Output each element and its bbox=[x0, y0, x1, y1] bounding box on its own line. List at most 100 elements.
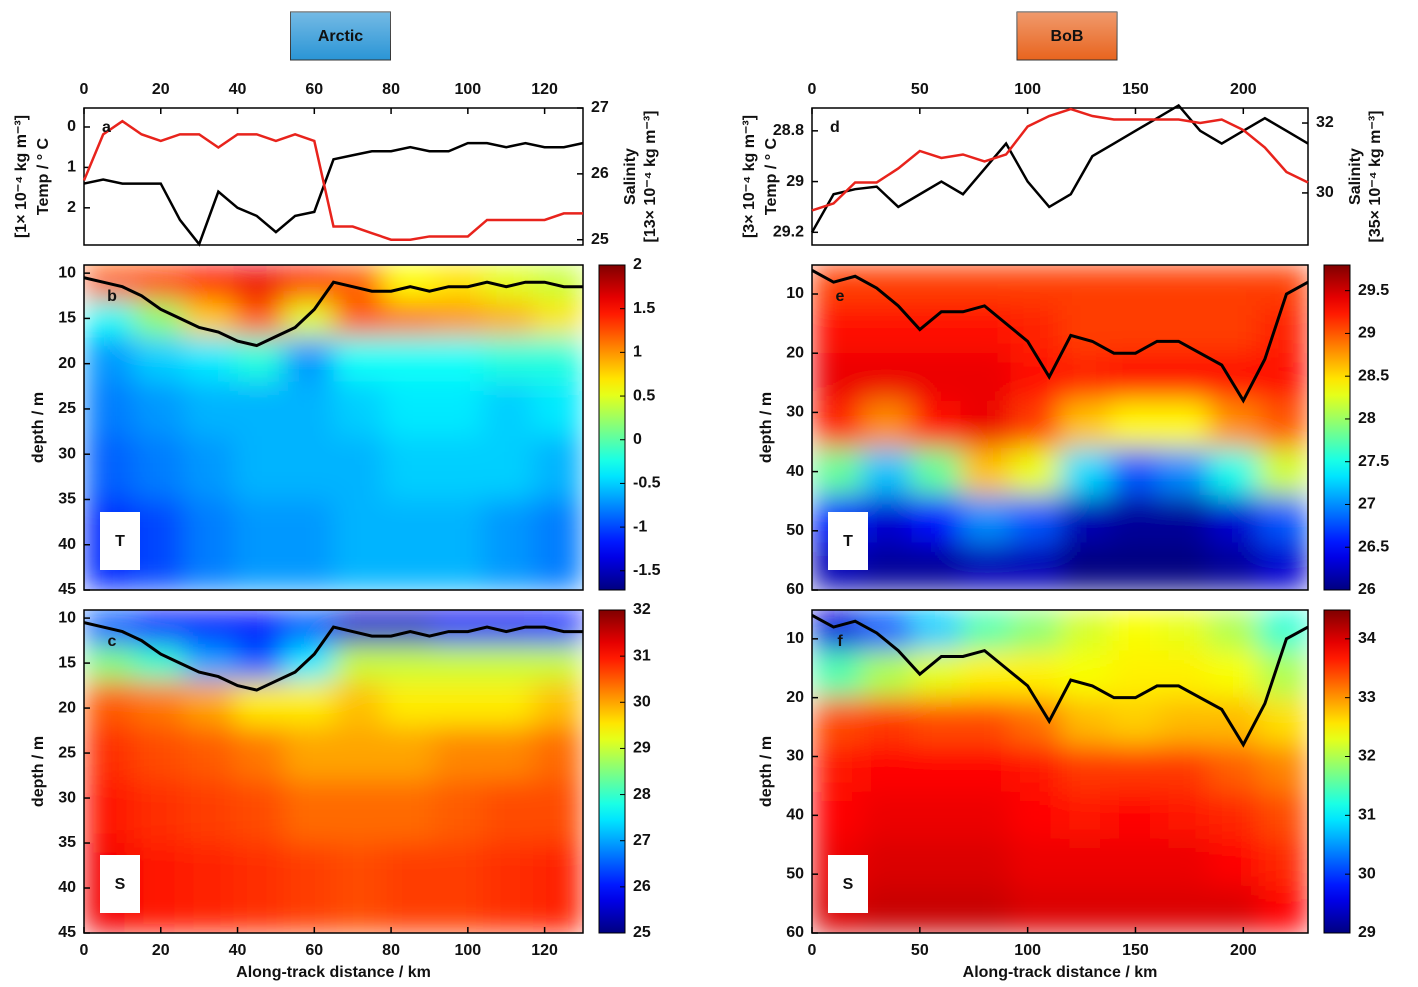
heatmap-cell bbox=[533, 381, 583, 437]
heatmap-cell bbox=[812, 400, 863, 449]
heatmap-cell bbox=[133, 645, 185, 682]
y-axis-label: Temp / ° C bbox=[763, 137, 780, 215]
y-axis-label: depth / m bbox=[758, 736, 775, 807]
y-axis-label: depth / m bbox=[758, 392, 775, 463]
x-tick-label: 0 bbox=[80, 81, 89, 98]
x-tick-label: 100 bbox=[454, 81, 481, 98]
heatmap-cell bbox=[84, 381, 135, 437]
heatmap-cell bbox=[283, 843, 334, 933]
y2-tick-label: 26 bbox=[591, 165, 609, 182]
heatmap-cell bbox=[483, 381, 534, 437]
panel-tag: S bbox=[115, 876, 126, 893]
x-tick-label: 120 bbox=[531, 942, 558, 959]
heatmap-cell bbox=[383, 300, 434, 338]
colorbar-tick-label: 32 bbox=[633, 601, 651, 618]
heatmap-cell bbox=[233, 381, 285, 437]
heatmap-cell bbox=[1258, 495, 1308, 544]
colorbar-tick-label: 26 bbox=[633, 878, 651, 895]
heatmap-cell bbox=[861, 697, 912, 746]
y2-axis-unit: [35× 10⁻⁴ kg m⁻³] bbox=[1367, 111, 1384, 243]
y2-tick-label: 30 bbox=[1316, 184, 1334, 201]
heatmap-cell bbox=[133, 499, 185, 590]
colorbar-tick-label: -1 bbox=[633, 518, 647, 535]
heatmap-cell bbox=[1208, 650, 1259, 699]
colorbar-tick-label: -1.5 bbox=[633, 562, 661, 579]
heatmap-cell bbox=[283, 681, 334, 727]
heatmap-cell bbox=[911, 791, 962, 840]
heatmap bbox=[812, 265, 1308, 590]
heatmap-cell bbox=[333, 436, 384, 500]
heatmap-cell bbox=[133, 381, 185, 437]
heatmap-cell bbox=[183, 436, 235, 500]
y-axis-label: depth / m bbox=[30, 392, 47, 463]
y-tick-label: 20 bbox=[58, 699, 76, 716]
heatmap-cell bbox=[1159, 838, 1210, 887]
plot-frame bbox=[811, 609, 1309, 934]
heatmap-cell bbox=[861, 744, 912, 793]
heatmap-cell bbox=[1208, 885, 1259, 933]
heatmap-cell bbox=[960, 495, 1011, 544]
heatmap-cell bbox=[1109, 838, 1160, 887]
series-line bbox=[810, 103, 1309, 233]
heatmap-cell bbox=[1159, 610, 1210, 652]
x-tick-label: 20 bbox=[152, 942, 170, 959]
colorbar-tick-label: 30 bbox=[633, 694, 651, 711]
x-tick-label: 50 bbox=[911, 81, 929, 98]
heatmap-cell bbox=[1010, 542, 1061, 590]
heatmap-cell bbox=[133, 780, 185, 844]
title-shine bbox=[290, 12, 391, 60]
x-tick-label: 150 bbox=[1122, 942, 1149, 959]
heatmap-cell bbox=[1060, 610, 1111, 652]
panel-label: c bbox=[108, 633, 117, 650]
heatmap-cell bbox=[1060, 353, 1111, 402]
plot-frame bbox=[811, 107, 1309, 246]
heatmap-cell bbox=[1159, 744, 1210, 793]
heatmap-cell bbox=[1258, 838, 1308, 887]
heatmap-cell bbox=[1010, 650, 1061, 699]
x-tick-label: 120 bbox=[531, 81, 558, 98]
y-tick-label: 2 bbox=[67, 199, 76, 216]
heatmap-cell bbox=[533, 645, 583, 682]
heatmap-cell bbox=[960, 885, 1011, 933]
heatmap-cell bbox=[283, 726, 334, 781]
heatmap-cell bbox=[183, 381, 235, 437]
heatmap-cell bbox=[84, 300, 135, 338]
heatmap-cell bbox=[1109, 610, 1160, 652]
heatmap-cell bbox=[133, 843, 185, 933]
heatmap-cell bbox=[84, 726, 135, 781]
colorbar-tick-label: 29 bbox=[1358, 325, 1376, 342]
heatmap-cell bbox=[911, 697, 962, 746]
plot-frame bbox=[811, 264, 1309, 591]
heatmap-cell bbox=[911, 885, 962, 933]
heatmap-cell bbox=[283, 265, 334, 301]
heatmap-cell bbox=[1208, 447, 1259, 496]
heatmap-cell bbox=[861, 610, 912, 652]
heatmap-cell bbox=[812, 697, 863, 746]
y2-axis-label: Salinity bbox=[622, 148, 639, 205]
colorbar-tick-label: 28 bbox=[1358, 410, 1376, 427]
y-tick-label: 40 bbox=[58, 879, 76, 896]
heatmap-cell bbox=[1159, 650, 1210, 699]
heatmap-cell bbox=[1010, 838, 1061, 887]
heatmap-cell bbox=[1159, 400, 1210, 449]
heatmap-cell bbox=[1258, 400, 1308, 449]
colorbar-tick-label: 26.5 bbox=[1358, 538, 1389, 555]
heatmap-cell bbox=[283, 780, 334, 844]
heatmap-cell bbox=[133, 681, 185, 727]
colorbar-tick-label: -0.5 bbox=[633, 475, 661, 492]
heatmap-cell bbox=[533, 843, 583, 933]
heatmap bbox=[84, 610, 583, 933]
heatmap-cell bbox=[433, 681, 484, 727]
colorbar-tick-label: 26 bbox=[1358, 581, 1376, 598]
heatmap-clip bbox=[812, 265, 1308, 590]
panel-label: b bbox=[107, 288, 117, 305]
x-axis-label: Along-track distance / km bbox=[236, 964, 431, 981]
heatmap-cell bbox=[133, 336, 185, 383]
heatmap-cell bbox=[433, 780, 484, 844]
colorbar-tick-label: 31 bbox=[633, 647, 651, 664]
heatmap-cell bbox=[960, 610, 1011, 652]
heatmap-cell bbox=[1258, 353, 1308, 402]
y-tick-label: 10 bbox=[58, 264, 76, 281]
heatmap-cell bbox=[1258, 885, 1308, 933]
heatmap-cell bbox=[483, 726, 534, 781]
